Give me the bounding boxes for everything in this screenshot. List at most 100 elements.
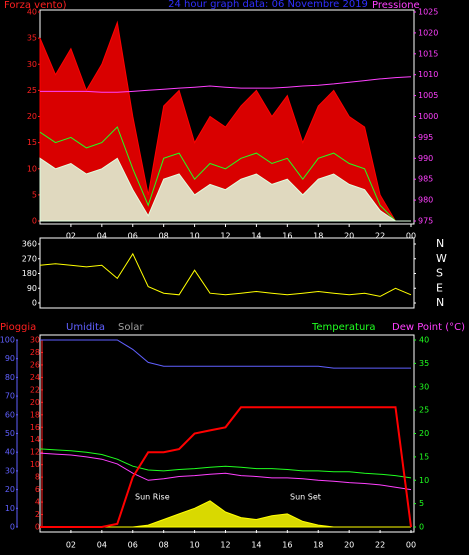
y-tick-label: 1000	[418, 112, 438, 121]
annotation: Sun Set	[290, 493, 321, 502]
y-tick-label: 10	[27, 164, 37, 173]
y-tick-label: E	[436, 281, 443, 294]
y-tick-label: 90	[5, 354, 15, 363]
y-tick-label: 10	[419, 476, 429, 485]
legend-label: Solar	[118, 322, 144, 333]
line	[40, 76, 412, 93]
y-tick-label: 90	[27, 284, 37, 293]
x-tick-label: 22	[375, 232, 385, 241]
y-tick-label: 8	[35, 473, 40, 482]
area	[39, 20, 411, 222]
x-tick-label: 10	[189, 541, 199, 550]
y-tick-label: 20	[419, 429, 429, 438]
x-tick-label: 04	[97, 541, 107, 550]
y-tick-label: 5	[32, 190, 37, 199]
y-tick-label: 990	[418, 154, 433, 163]
y-tick-label: 2	[35, 510, 40, 519]
y-tick-label: 180	[22, 269, 37, 278]
line	[40, 406, 412, 528]
x-tick-label: 06	[128, 232, 138, 241]
x-tick-label: 02	[66, 541, 76, 550]
y-tick-label: 15	[27, 138, 37, 147]
x-tick-label: 08	[159, 541, 169, 550]
x-tick-label: 14	[251, 541, 261, 550]
line	[39, 448, 412, 479]
x-tick-label: 16	[282, 541, 292, 550]
y-tick-label: 10	[5, 504, 15, 513]
y-tick-label: 975	[418, 217, 433, 226]
x-tick-label: 22	[375, 541, 385, 550]
x-tick-label: 14	[251, 232, 261, 241]
annotation: Sun Rise	[135, 493, 170, 502]
y-tick-label: 14	[30, 435, 40, 444]
y-tick-label: 0	[419, 523, 424, 532]
y-tick-label: 28	[30, 348, 40, 357]
y-tick-label: N	[436, 296, 444, 309]
y-tick-label: 80	[5, 373, 15, 382]
y-tick-label: 30	[419, 382, 429, 391]
y-tick-label: 26	[30, 360, 40, 369]
y-tick-label: 0	[32, 299, 37, 308]
y-tick-label: 12	[30, 448, 40, 457]
y-tick-label: 22	[30, 385, 40, 394]
y-tick-label: 30	[30, 336, 40, 345]
y-tick-label: 15	[419, 452, 429, 461]
y-tick-label: 25	[419, 406, 429, 415]
line	[39, 452, 412, 491]
legend-label: Dew Point (°C)	[392, 322, 465, 333]
x-tick-label: 20	[344, 232, 354, 241]
y-tick-label: 1020	[418, 28, 438, 37]
x-tick-label: 12	[220, 541, 230, 550]
y-tick-label: 18	[30, 410, 40, 419]
area	[39, 157, 411, 222]
y-tick-label: 1015	[418, 49, 438, 58]
y-tick-label: 6	[35, 485, 40, 494]
y-tick-label: 40	[27, 8, 37, 17]
y-tick-label: 70	[5, 392, 15, 401]
y-tick-label: 0	[32, 217, 37, 226]
y-tick-label: 10	[30, 460, 40, 469]
y-tick-label: 50	[5, 429, 15, 438]
y-tick-label: 60	[5, 410, 15, 419]
y-tick-label: 20	[5, 485, 15, 494]
x-tick-label: 08	[159, 232, 169, 241]
y-tick-label: 270	[22, 254, 37, 263]
x-tick-label: 10	[189, 232, 199, 241]
line	[39, 252, 412, 297]
y-tick-label: N	[436, 237, 444, 250]
y-tick-label: 0	[35, 523, 40, 532]
x-tick-label: 04	[97, 232, 107, 241]
y-tick-label: 985	[418, 175, 433, 184]
x-tick-label: 00	[406, 541, 416, 550]
x-tick-label: 18	[313, 232, 323, 241]
y-tick-label: 24	[30, 373, 40, 382]
y2-axis-label: Pressione	[372, 0, 420, 11]
x-tick-label: 20	[344, 541, 354, 550]
y-tick-label: 20	[27, 112, 37, 121]
y-tick-label: 20	[30, 398, 40, 407]
y-tick-label: 30	[5, 466, 15, 475]
y-tick-label: 1010	[418, 70, 438, 79]
y-tick-label: 0	[10, 523, 15, 532]
x-tick-label: 16	[282, 232, 292, 241]
x-tick-label: 12	[220, 232, 230, 241]
y-tick-label: W	[436, 252, 447, 265]
y-tick-label: 1025	[418, 8, 438, 17]
y-tick-label: 40	[5, 448, 15, 457]
legend-label: Pioggia	[0, 322, 36, 333]
y-tick-label: 1005	[418, 91, 438, 100]
y-tick-label: 25	[27, 86, 37, 95]
line	[39, 126, 411, 222]
legend-label: Umidita	[66, 322, 105, 333]
y-tick-label: 35	[27, 34, 37, 43]
y-tick-label: S	[436, 267, 443, 280]
legend-label: Temperatura	[311, 322, 376, 333]
line	[40, 339, 411, 369]
chart-title: 24 hour graph data: 06 Novembre 2019	[168, 0, 368, 10]
y-tick-label: 980	[418, 196, 433, 205]
y-tick-label: 360	[22, 240, 37, 249]
y-tick-label: 16	[30, 423, 40, 432]
y-axis-label: Forza vento)	[4, 0, 67, 11]
x-tick-label: 00	[406, 232, 416, 241]
